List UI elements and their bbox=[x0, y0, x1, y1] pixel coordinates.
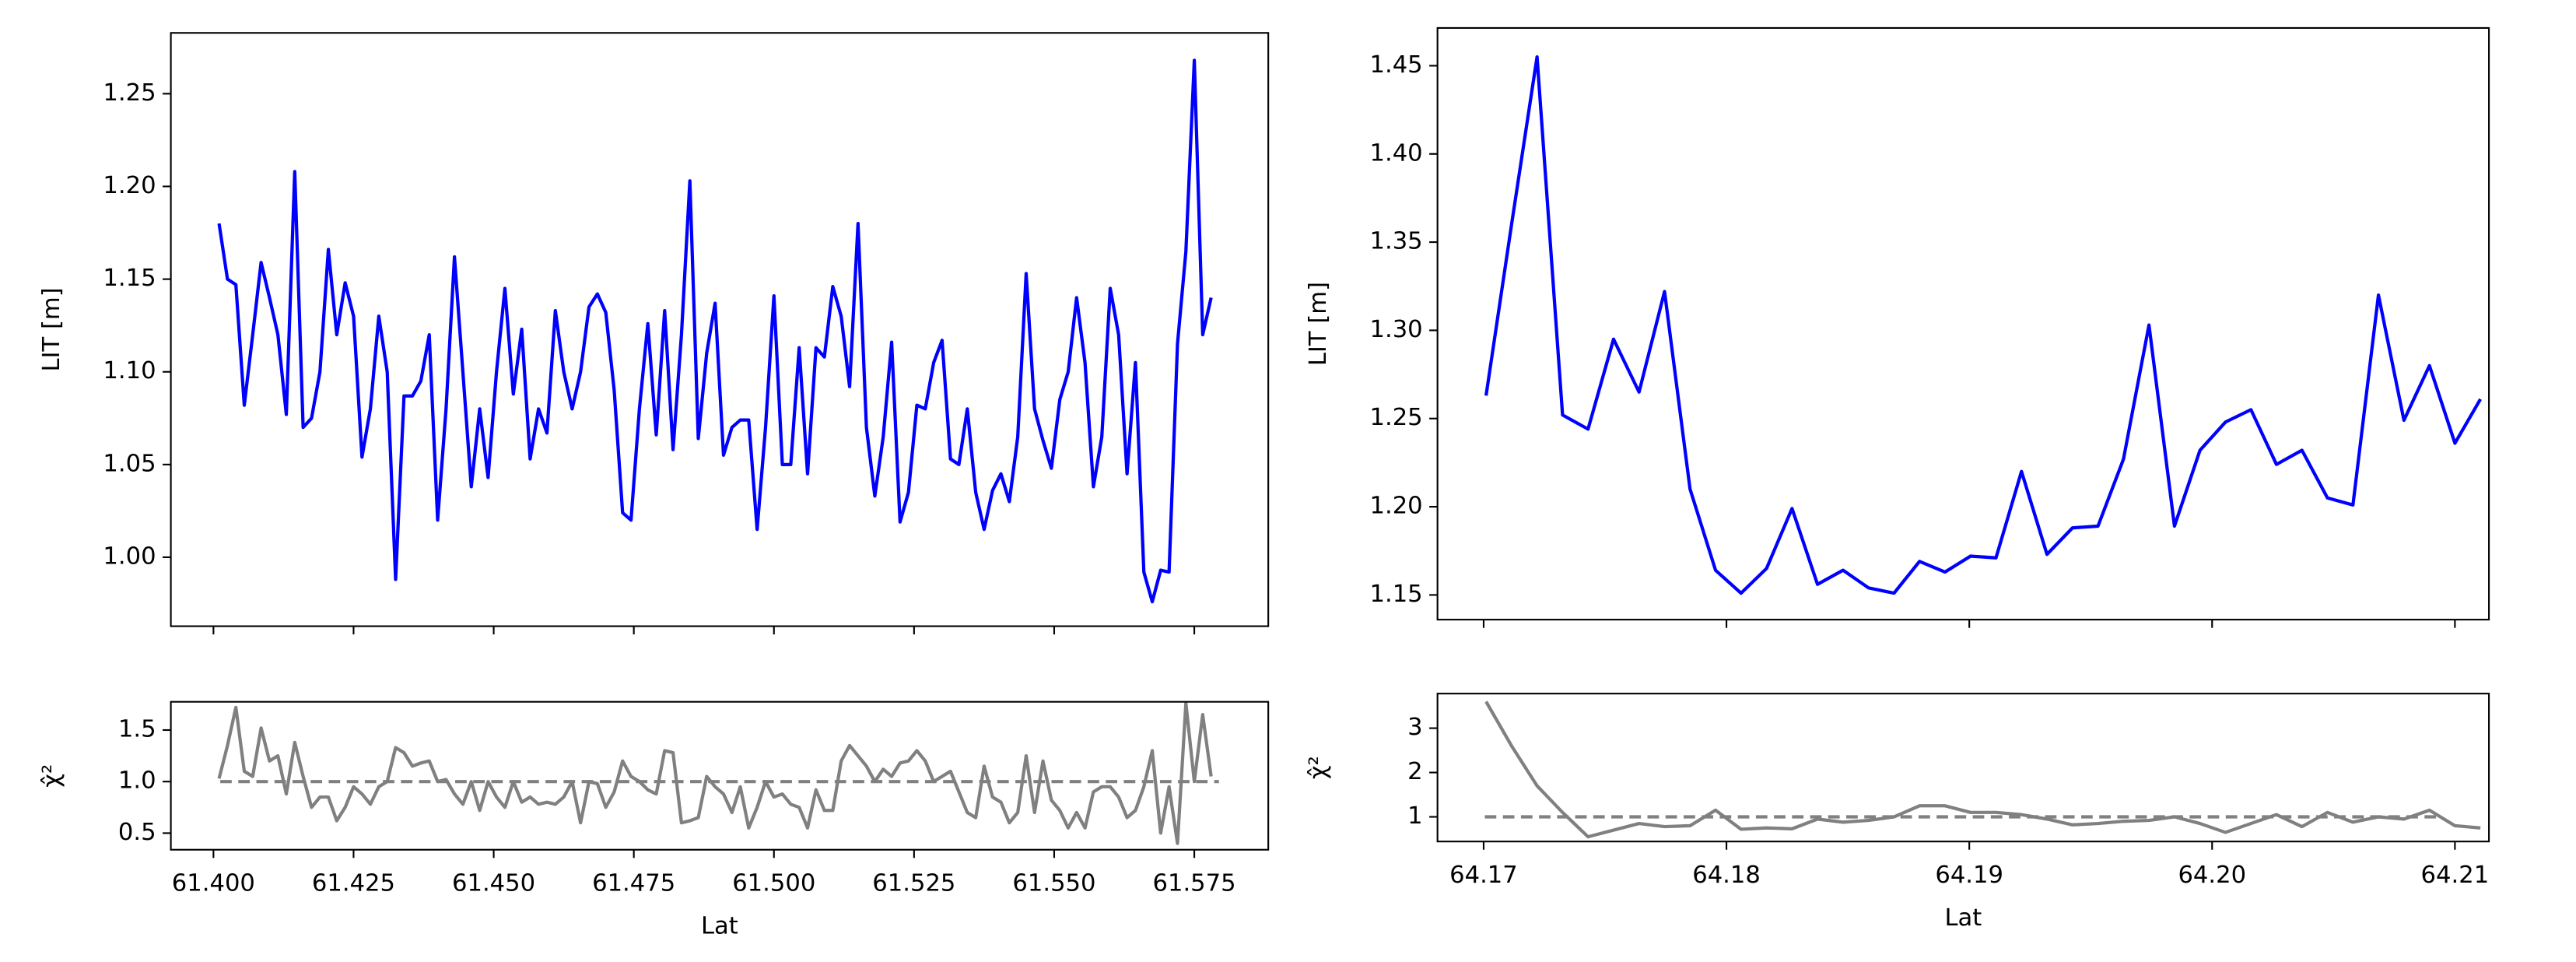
x-axis-label: Lat bbox=[1944, 904, 1982, 932]
x-tick-label: 61.525 bbox=[872, 870, 955, 897]
x-tick-label: 64.17 bbox=[1449, 862, 1518, 889]
y-tick-label: 1.5 bbox=[118, 715, 156, 743]
x-axis-label: Lat bbox=[701, 912, 738, 939]
data-line bbox=[1484, 700, 2481, 839]
x-tick-label: 64.18 bbox=[1692, 862, 1761, 889]
y-tick-label: 1.20 bbox=[103, 172, 156, 199]
y-tick-label: 1.0 bbox=[118, 767, 156, 795]
y-tick-label: 1 bbox=[1407, 802, 1422, 830]
x-tick-label: 61.450 bbox=[452, 870, 535, 897]
x-tick-label: 61.425 bbox=[312, 870, 395, 897]
y-tick-label: 1.40 bbox=[1369, 139, 1422, 167]
y-tick-label: 1.45 bbox=[1369, 51, 1422, 79]
y-axis-label: LIT [m] bbox=[38, 287, 65, 371]
y-axis-label: LIT [m] bbox=[1305, 282, 1332, 366]
data-line bbox=[217, 701, 1213, 845]
x-tick-label: 61.575 bbox=[1153, 870, 1236, 897]
y-axis-label: χ̂² bbox=[38, 764, 65, 788]
y-tick-label: 1.25 bbox=[103, 79, 156, 107]
y-tick-label: 1.20 bbox=[1369, 493, 1422, 520]
x-tick-label: 64.20 bbox=[2178, 862, 2246, 889]
axes-frame bbox=[170, 700, 1270, 851]
x-tick-label: 64.19 bbox=[1935, 862, 2003, 889]
x-tick-label: 61.500 bbox=[732, 870, 815, 897]
x-tick-label: 61.400 bbox=[172, 870, 255, 897]
y-tick-label: 1.10 bbox=[103, 357, 156, 384]
y-tick-label: 1.15 bbox=[1369, 581, 1422, 608]
axes-frame bbox=[1436, 693, 2490, 843]
x-tick-label: 61.550 bbox=[1012, 870, 1095, 897]
data-line bbox=[1484, 54, 2482, 595]
y-tick-label: 1.30 bbox=[1369, 316, 1422, 343]
y-tick-label: 1.00 bbox=[103, 542, 156, 570]
data-line bbox=[217, 58, 1213, 604]
y-tick-label: 3 bbox=[1407, 714, 1422, 741]
y-axis-label: χ̂² bbox=[1305, 756, 1332, 779]
x-tick-label: 64.21 bbox=[2421, 862, 2490, 889]
y-tick-label: 1.25 bbox=[1369, 404, 1422, 431]
y-tick-label: 0.5 bbox=[118, 819, 156, 846]
axes-frame bbox=[170, 32, 1270, 627]
y-tick-label: 1.35 bbox=[1369, 228, 1422, 255]
y-tick-label: 1.05 bbox=[103, 450, 156, 477]
x-tick-label: 61.475 bbox=[592, 870, 675, 897]
axes-frame bbox=[1436, 26, 2490, 621]
y-tick-label: 2 bbox=[1407, 758, 1422, 785]
y-tick-label: 1.15 bbox=[103, 265, 156, 292]
